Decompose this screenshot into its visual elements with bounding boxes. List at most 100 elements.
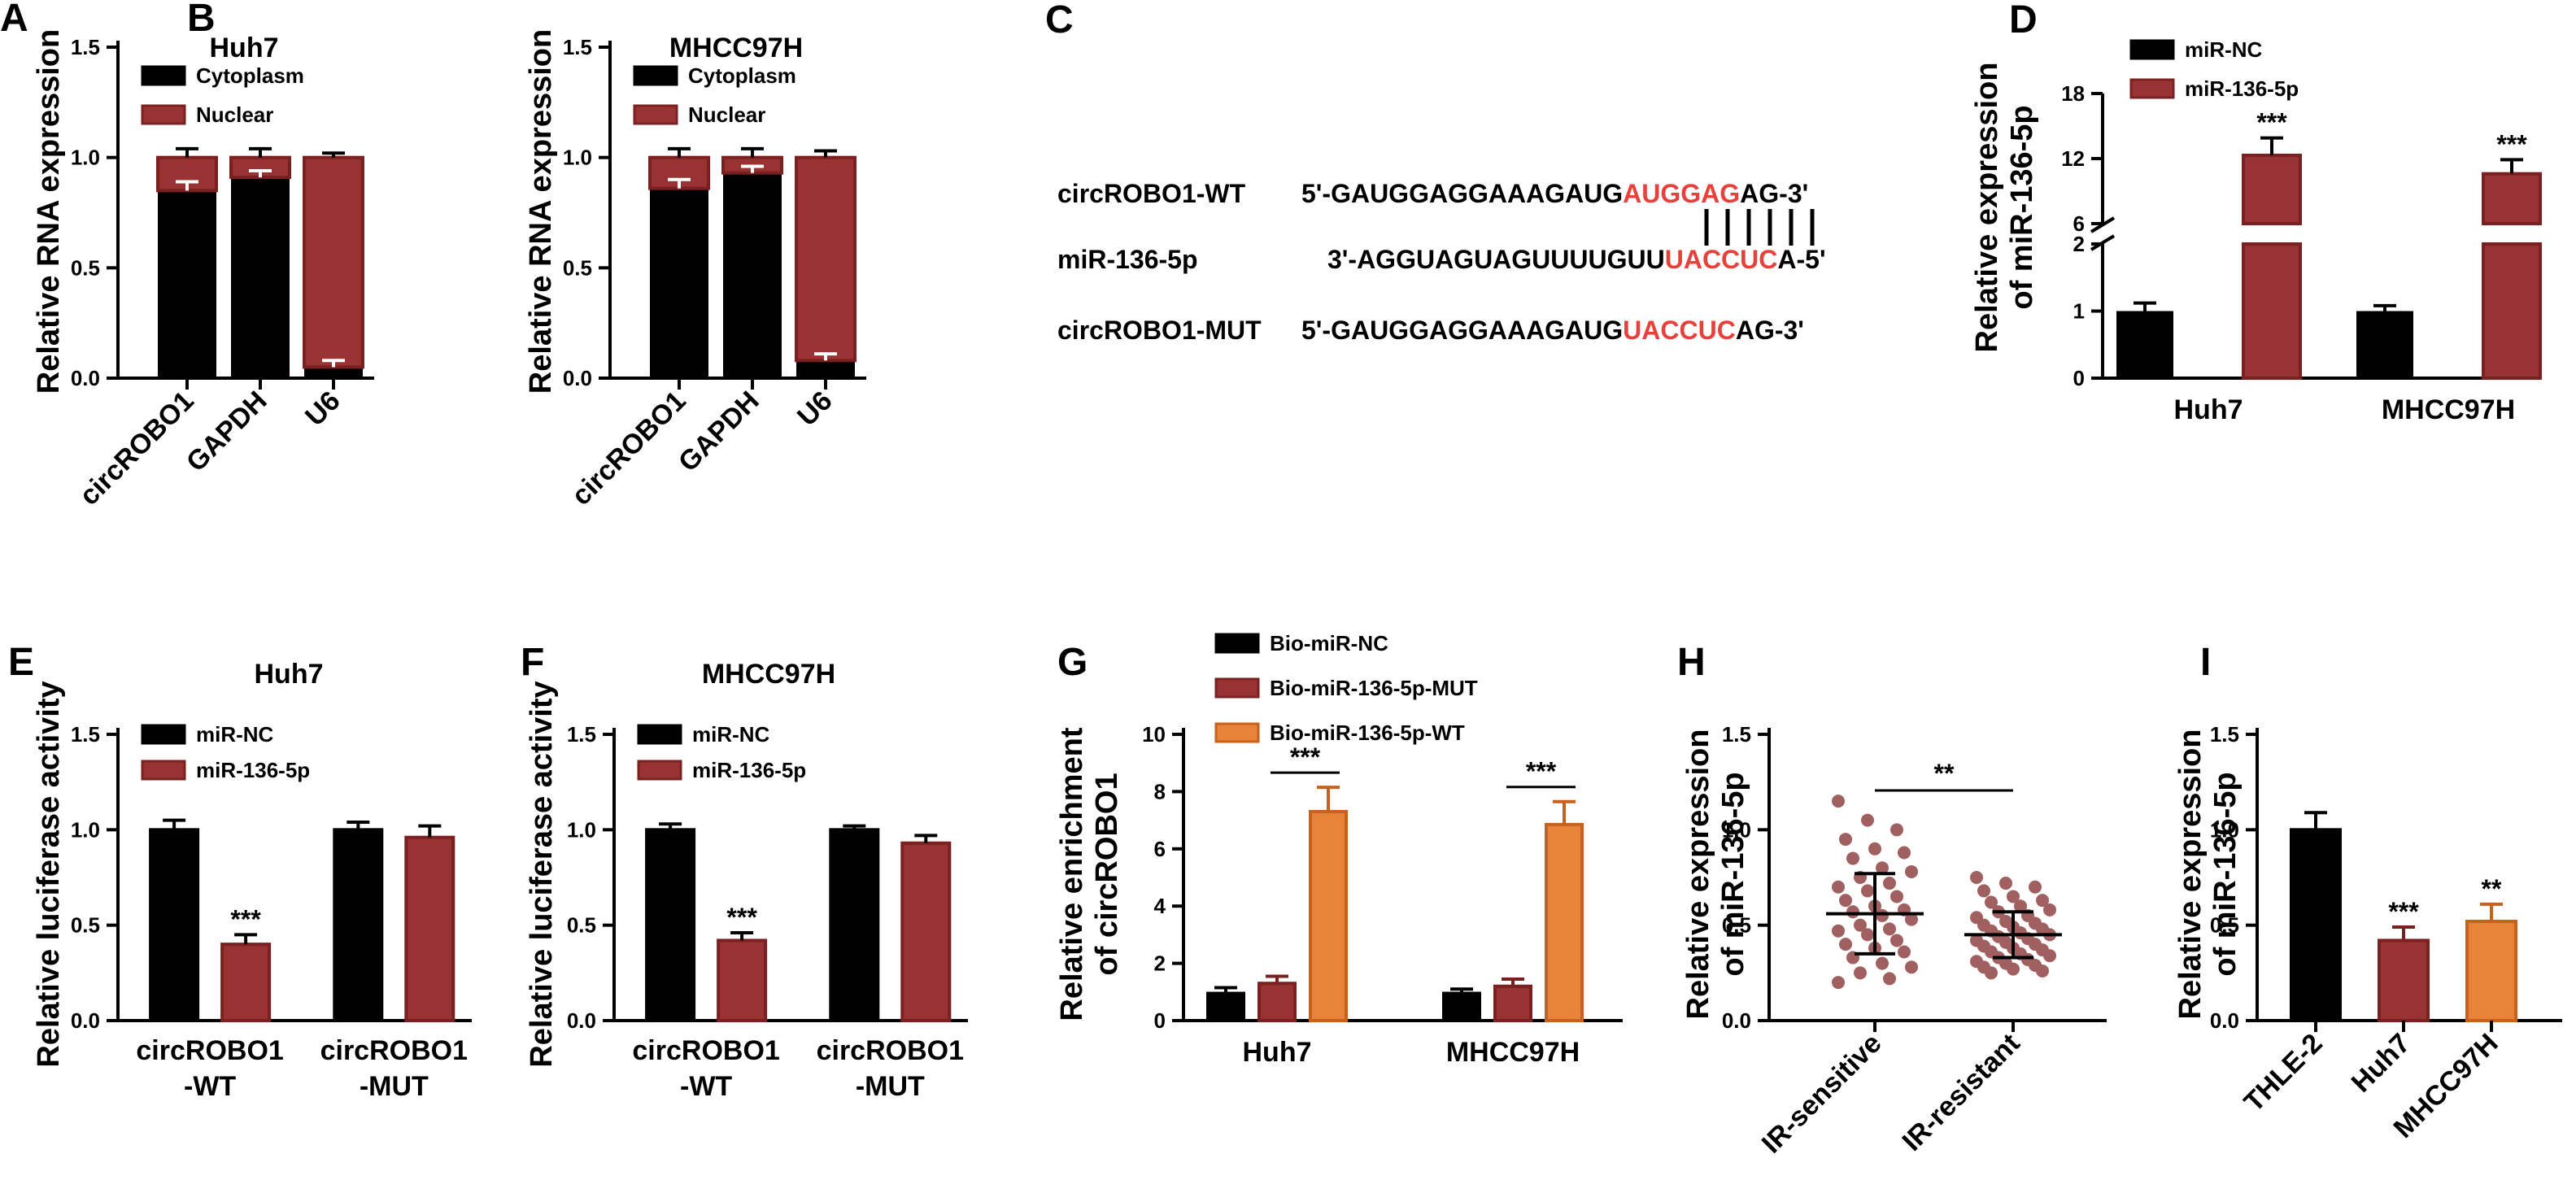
panel-label: B [187, 0, 216, 40]
bar-mir-136-5p [900, 841, 952, 1023]
x-tick-label: GAPDH [673, 385, 765, 478]
bar-mir-136-5p-lower [2482, 242, 2542, 380]
chart-f: F MHCC97H Relative luciferase activity 0.0 0… [521, 641, 968, 1102]
data-point [1883, 972, 1896, 986]
data-point [1883, 922, 1896, 936]
data-point [1854, 918, 1867, 932]
seq-name-mut: circROBO1-MUT [1057, 316, 1262, 345]
bar-mir-nc [829, 828, 880, 1022]
x-tick-label: THLE-2 [2238, 1028, 2329, 1118]
bar-bio-mir-nc [1442, 991, 1481, 1023]
chart-title: MHCC97H [702, 659, 835, 690]
x-tick-label: MHCC97H [2382, 394, 2515, 425]
panel-label: I [2200, 641, 2211, 684]
chart-title: Huh7 [210, 33, 279, 63]
y-tick-label: 1.0 [71, 146, 100, 170]
y-tick-label: 0.0 [1722, 1008, 1751, 1033]
y-tick-label: 0.5 [71, 255, 100, 280]
data-point [1854, 966, 1867, 980]
seq-wt: 5'-GAUGGAGGAAAGAUGAUGGAGAG-3' [1301, 179, 1808, 208]
y-tick-label: 0.5 [567, 913, 596, 938]
bar-thle-2 [2290, 828, 2342, 1022]
bar-mir-136-5p-upper [2482, 172, 2542, 226]
y-tick-label: 0.5 [563, 255, 592, 280]
legend-swatch [1214, 633, 1260, 654]
data-point [1832, 795, 1845, 808]
y-tick-label: 2 [2073, 232, 2085, 256]
bar-mir-nc [149, 828, 200, 1022]
x-tick-label: -MUT [360, 1071, 429, 1102]
y-tick-label: 0 [1154, 1008, 1166, 1033]
x-tick-label: U6 [299, 385, 347, 433]
data-point [1977, 884, 1990, 898]
x-tick-label: Huh7 [2346, 1028, 2417, 1099]
legend-swatch [633, 104, 678, 125]
y-axis-label: Relative luciferase activity [525, 681, 559, 1067]
x-tick-label: MHCC97H [1446, 1037, 1580, 1068]
legend-label: miR-NC [2185, 37, 2263, 62]
legend-swatch [633, 65, 678, 86]
bar-huh7 [2378, 938, 2430, 1022]
y-tick-label: 1.0 [567, 817, 596, 842]
significance-label: *** [726, 903, 757, 932]
bar-nuclear [795, 155, 856, 363]
y-tick-label: 1.0 [2210, 817, 2239, 842]
data-point [1898, 945, 1911, 959]
x-tick-label: Huh7 [1243, 1037, 1312, 1068]
legend-swatch [141, 104, 186, 125]
panel-label: A [0, 0, 28, 40]
data-point [1898, 846, 1911, 860]
data-point [1985, 966, 1998, 980]
legend-swatch [1214, 677, 1260, 699]
legend-label: miR-136-5p [196, 758, 310, 782]
y-tick-label: 18 [2061, 81, 2085, 106]
legend-swatch [141, 65, 186, 86]
data-point [1970, 871, 1983, 884]
bar-mir-136-5p [220, 943, 272, 1022]
legend-label: miR-NC [692, 722, 770, 747]
legend-label: Bio-miR-NC [1270, 631, 1388, 655]
chart-a: A Huh7 Relative RNA expression 0.0 0.5 1.0 1.5… [0, 0, 374, 512]
legend-swatch [1214, 722, 1260, 743]
significance-label: *** [1290, 742, 1321, 772]
x-tick-label: Huh7 [2174, 394, 2243, 425]
data-point [1846, 905, 1859, 919]
chart-e: E Huh7 Relative luciferase activity 0.0 0.5 1… [8, 641, 472, 1102]
data-point [1861, 813, 1874, 827]
legend-label: miR-136-5p [692, 758, 806, 782]
x-tick-label: circROBO1 [320, 1035, 468, 1066]
y-tick-label: 0.0 [2210, 1008, 2239, 1033]
significance-label: *** [1526, 757, 1557, 786]
y-tick-label: 1.5 [2210, 722, 2239, 747]
panel-label: G [1057, 641, 1087, 684]
significance-label: *** [2388, 897, 2419, 926]
bar-mir-nc [333, 828, 384, 1022]
x-tick-label: circROBO1 [566, 385, 692, 512]
data-point [2043, 949, 2056, 963]
data-point [1905, 960, 1918, 974]
data-point [1876, 908, 1889, 922]
x-tick-label: circROBO1 [136, 1035, 283, 1066]
x-tick-label: -WT [680, 1071, 732, 1102]
data-point [1985, 895, 1998, 909]
y-tick-label: 1.5 [563, 35, 592, 59]
y-tick-label: 0.0 [71, 366, 100, 390]
x-tick-label: U6 [791, 385, 839, 433]
legend-swatch [141, 760, 186, 781]
x-tick-label: -MUT [856, 1071, 925, 1102]
data-point [1839, 894, 1852, 908]
bar-bio-mir-136-5p-mut [1257, 982, 1297, 1022]
legend-label: Bio-miR-136-5p-MUT [1270, 676, 1478, 700]
y-tick-label: 1.5 [567, 722, 596, 747]
data-point [2014, 899, 2027, 913]
chart-title: MHCC97H [669, 33, 803, 63]
y-tick-label: 0.0 [567, 1008, 596, 1033]
data-point [1883, 877, 1896, 890]
data-point [2043, 903, 2056, 917]
y-axis-label: Relative RNA expression [524, 29, 558, 394]
x-tick-label: -WT [184, 1071, 236, 1102]
y-tick-label: 2 [1154, 951, 1166, 976]
y-tick-label: 10 [1142, 722, 1166, 747]
seq-name-wt: circROBO1-WT [1057, 179, 1246, 208]
data-point [2007, 962, 2020, 976]
